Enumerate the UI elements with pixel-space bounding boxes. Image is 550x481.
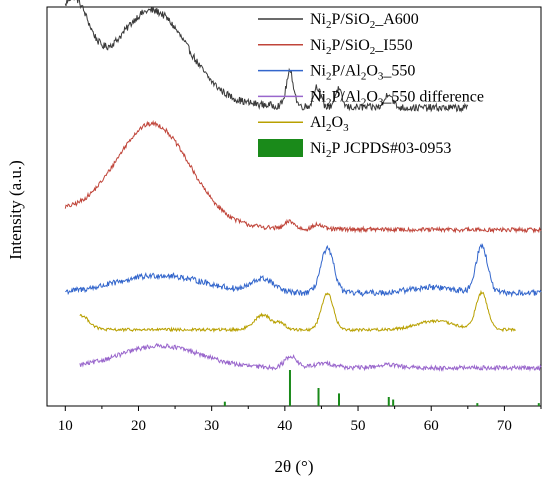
legend-label-part: 2	[361, 71, 367, 83]
legend-label-part: _A600	[374, 11, 419, 28]
x-axis: 10 20 30 40 50 60 70	[58, 406, 542, 434]
legend-label-part: P JCPDS#03-0953	[332, 140, 452, 157]
legend-label-part: _550	[382, 63, 415, 80]
legend-label-part: P/Al	[332, 63, 362, 80]
legend-label-part: _550 difference	[382, 88, 484, 105]
legend-label: Ni2P/Al2O3_550	[310, 63, 415, 83]
series-layer	[64, 0, 542, 372]
legend: Ni2P/SiO2_A600Ni2P/SiO2_I550Ni2P/Al2O3_5…	[258, 11, 484, 160]
series-line-1	[64, 0, 469, 113]
legend-label: Ni2P JCPDS#03-0953	[310, 140, 451, 160]
legend-label-part: P/Al	[332, 88, 362, 105]
legend-label-part: 2	[361, 96, 367, 108]
legend-label-part: 3	[378, 71, 384, 83]
legend-label: Ni2P/Al2O3_550 difference	[310, 88, 484, 108]
reference-layer	[223, 370, 540, 406]
x-tick-label: 50	[351, 418, 366, 434]
x-tick-label: 30	[204, 418, 219, 434]
x-axis-title: 2θ (°)	[274, 457, 313, 476]
x-tick-label: 70	[497, 418, 512, 434]
legend-label: Ni2P/SiO2_A600	[310, 11, 419, 31]
legend-label-part: Al	[310, 114, 327, 131]
legend-item-5: Al2O3	[258, 114, 349, 134]
legend-label-part: Ni	[310, 37, 327, 54]
legend-label-part: O	[366, 63, 378, 80]
legend-item-1: Ni2P/SiO2_A600	[258, 11, 419, 31]
legend-label-part: _I550	[374, 37, 412, 54]
y-axis-title: Intensity (a.u.)	[6, 160, 25, 260]
legend-label-part: P/SiO	[332, 11, 370, 28]
series-line-4	[79, 342, 542, 372]
legend-label-part: Ni	[310, 63, 327, 80]
legend-item-6: Ni2P JCPDS#03-0953	[258, 139, 451, 160]
series-line-2	[64, 119, 542, 234]
legend-label-part: 2	[370, 45, 376, 57]
x-tick-label: 10	[58, 418, 73, 434]
legend-label-part: 2	[326, 122, 332, 134]
legend-label-part: Ni	[310, 88, 327, 105]
legend-item-2: Ni2P/SiO2_I550	[258, 37, 413, 57]
legend-label-part: Ni	[310, 140, 327, 157]
legend-swatch	[258, 139, 303, 157]
legend-label-part: O	[366, 88, 378, 105]
plot-area	[46, 6, 542, 407]
legend-label: Al2O3	[310, 114, 349, 134]
x-tick-label: 20	[131, 418, 146, 434]
legend-label-part: 2	[326, 71, 332, 83]
legend-label-part: 2	[370, 19, 376, 31]
series-line-3	[65, 243, 542, 298]
legend-item-4: Ni2P/Al2O3_550 difference	[258, 88, 484, 108]
x-tick-label: 40	[277, 418, 292, 434]
series-line-5	[79, 289, 516, 333]
legend-label-part: 2	[326, 96, 332, 108]
legend-label-part: 2	[326, 148, 332, 160]
plot-frame	[46, 6, 542, 407]
legend-label-part: 3	[343, 122, 349, 134]
legend-label-part: 3	[378, 96, 384, 108]
legend-label-part: O	[332, 114, 344, 131]
x-tick-label: 60	[424, 418, 439, 434]
legend-label: Ni2P/SiO2_I550	[310, 37, 413, 57]
legend-label-part: Ni	[310, 11, 327, 28]
legend-label-part: P/SiO	[332, 37, 370, 54]
legend-label-part: 2	[326, 45, 332, 57]
legend-item-3: Ni2P/Al2O3_550	[258, 63, 415, 83]
legend-label-part: 2	[326, 19, 332, 31]
